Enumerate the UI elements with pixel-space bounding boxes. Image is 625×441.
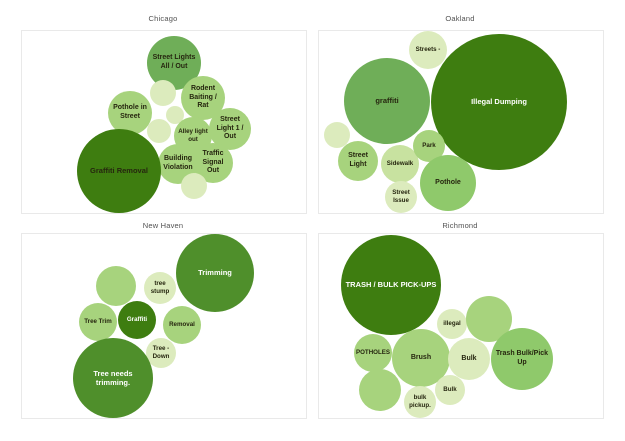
chart-title-oakland: Oakland [445, 14, 475, 23]
bubble-street-light[interactable]: Street Light [338, 141, 378, 181]
chart-title-new-haven: New Haven [142, 221, 184, 230]
bubble-trimming[interactable]: Trimming [176, 234, 254, 312]
chart-title-richmond: Richmond [442, 221, 478, 230]
bubble-sidewalk[interactable]: Sidewalk [381, 145, 419, 183]
bubble-removal[interactable]: Removal [163, 306, 201, 344]
bubble-bulk-pickup[interactable]: bulk pickup. [404, 386, 436, 418]
bubble-trash-bulk-pick-ups[interactable]: TRASH / BULK PICK-UPS [341, 235, 441, 335]
chart-panel-richmond: TRASH / BULK PICK-UPS illegal POTHOLES Brus… [318, 233, 604, 419]
bubble-streets[interactable]: Streets - [409, 31, 447, 69]
bubble-tree-needs-trimming[interactable]: Tree needs trimming. [73, 338, 153, 418]
bubble-unlabeled[interactable] [359, 369, 401, 411]
bubble-tree-stump[interactable]: tree stump [144, 272, 176, 304]
bubble-graffiti[interactable]: Graffiti [118, 301, 156, 339]
bubble-unlabeled[interactable] [181, 173, 207, 199]
bubble-trash-bulk-pick-up[interactable]: Trash Bulk/Pick Up [491, 328, 553, 390]
bubble-street-issue[interactable]: Street Issue [385, 181, 417, 213]
bubble-tree-down[interactable]: Tree - Down [146, 338, 176, 368]
bubble-tree-trim[interactable]: Tree Trim [79, 303, 117, 341]
bubble-graffiti[interactable]: graffiti [344, 58, 430, 144]
bubble-illegal[interactable]: illegal [437, 309, 467, 339]
chart-panel-new-haven: Trimming tree stump Tree Trim Graffiti Remov… [21, 233, 307, 419]
bubble-potholes[interactable]: POTHOLES [354, 334, 392, 372]
bubble-bulk[interactable]: Bulk [448, 338, 490, 380]
bubble-unlabeled[interactable] [96, 266, 136, 306]
bubble-pothole[interactable]: Pothole [420, 155, 476, 211]
bubble-bulk[interactable]: Bulk [435, 375, 465, 405]
bubble-unlabeled[interactable] [166, 106, 184, 124]
chart-panel-oakland: Streets - graffiti Illegal Dumping Street L… [318, 30, 604, 214]
chart-panel-chicago: Street Lights All / Out Rodent Baiting / … [21, 30, 307, 214]
bubble-graffiti-removal[interactable]: Graffiti Removal [77, 129, 161, 213]
bubble-unlabeled[interactable] [147, 119, 171, 143]
bubble-pothole-in-street[interactable]: Pothole in Street [108, 91, 152, 135]
bubble-illegal-dumping[interactable]: Illegal Dumping [431, 34, 567, 170]
chart-title-chicago: Chicago [148, 14, 178, 23]
bubble-unlabeled[interactable] [150, 80, 176, 106]
